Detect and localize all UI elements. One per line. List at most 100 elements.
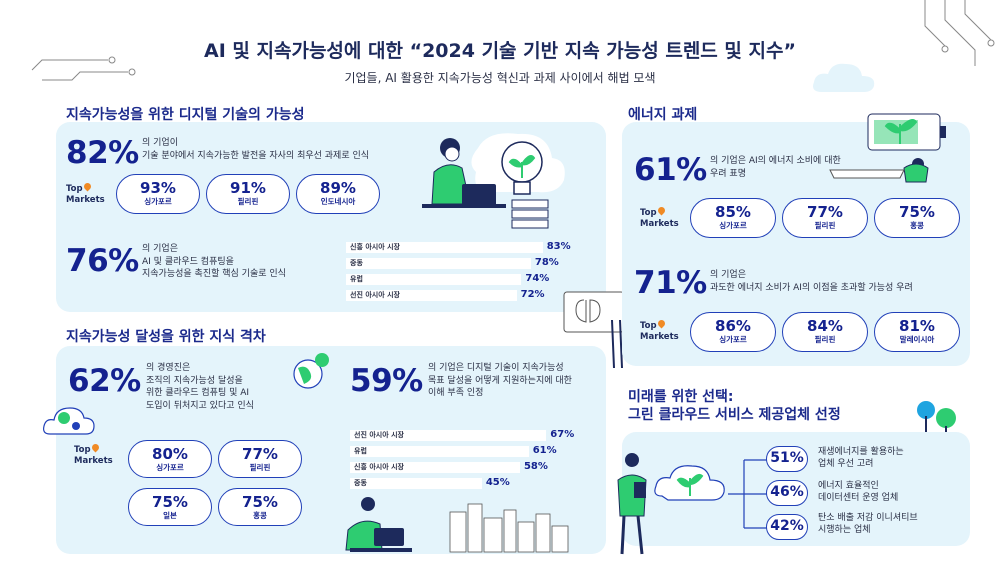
bar-label: 유럽 — [350, 446, 529, 457]
globe-icon — [293, 353, 329, 389]
location-pin-icon — [658, 207, 665, 216]
gap-stat2-line2: 목표 달성을 어떻게 지원하는지에 대한 — [428, 375, 572, 386]
future-item-line1: 재생에너지를 활용하는 — [818, 447, 904, 457]
bar-label: 신흥 아시아 시장 — [346, 242, 543, 253]
market-value: 75% — [152, 493, 188, 511]
bar-value: 83% — [546, 241, 571, 252]
market-name: 일본 — [163, 511, 177, 520]
market-pill: 85% 싱가포르 — [690, 198, 776, 238]
gap-stat1-line2: 조직의 지속가능성 달성을 — [146, 375, 243, 386]
brain-chip-icon — [563, 291, 625, 369]
bar-value: 78% — [534, 257, 559, 268]
energy-stat1-line2: 우려 표명 — [710, 168, 746, 179]
gap-stat2-value: 59% — [350, 363, 423, 399]
city-person-illustration — [345, 497, 569, 553]
gap-section-title: 지속가능성 달성을 위한 지식 격차 — [66, 329, 266, 345]
gap-bar-chart: 선진 아시아 시장 67% 유럽 61% 신흥 아시아 시장 58% 중동 45% — [350, 429, 575, 492]
bar-value: 67% — [550, 429, 575, 440]
circuit-decoration-left — [31, 56, 136, 81]
energy-stat2-value: 71% — [634, 265, 707, 301]
market-value: 91% — [230, 179, 266, 197]
market-value: 93% — [140, 179, 176, 197]
bar-value: 61% — [532, 445, 557, 456]
top-label: Top — [74, 445, 91, 455]
gap-stat1-line3: 위한 클라우드 컴퓨팅 및 AI — [146, 388, 250, 398]
bar-label: 선진 아시아 시장 — [350, 430, 547, 441]
future-item-line2: 업체 우선 고려 — [818, 458, 874, 469]
digital-section-title: 지속가능성을 위한 디지털 기술의 가능성 — [66, 107, 305, 123]
market-name: 싱가포르 — [719, 335, 747, 344]
market-pill: 89% 인도네시아 — [296, 174, 380, 214]
market-value: 75% — [242, 493, 278, 511]
market-name: 인도네시아 — [320, 197, 356, 206]
digital-stat2-line3: 지속가능성을 촉진할 핵심 기술로 인식 — [142, 269, 286, 279]
cloud-gear-icon — [43, 407, 95, 435]
future-item-line1: 탄소 배출 저감 이니셔티브 — [818, 513, 918, 523]
bar-label: 중동 — [350, 478, 482, 489]
bar-label: 신흥 아시아 시장 — [350, 462, 520, 473]
future-item-value: 46% — [766, 480, 808, 506]
battery-plant-illustration — [829, 113, 946, 183]
top-label: Top — [66, 184, 83, 194]
market-value: 85% — [715, 203, 751, 221]
market-name: 필리핀 — [814, 221, 836, 230]
market-pill: 77% 필리핀 — [218, 440, 302, 478]
future-item-desc: 재생에너지를 활용하는 업체 우선 고려 — [818, 447, 968, 470]
energy-stat1-desc: 의 기업은 AI의 에너지 소비에 대한 우려 표명 — [710, 155, 870, 180]
location-pin-icon — [84, 183, 91, 192]
top-markets-label: Top Markets — [66, 183, 105, 206]
market-name: 필리핀 — [814, 335, 836, 344]
location-pin-icon — [658, 320, 665, 329]
digital-stat2-desc: 의 기업은 AI 및 클라우드 컴퓨팅을 지속가능성을 촉진할 핵심 기술로 인… — [142, 243, 342, 281]
bar-value: 58% — [523, 461, 548, 472]
digital-stat1-line2: 기술 분야에서 지속가능한 발전을 자사의 최우선 과제로 인식 — [142, 150, 370, 161]
digital-stat2-line2: AI 및 클라우드 컴퓨팅을 — [142, 256, 234, 267]
energy-stat2-desc: 의 기업은 과도한 에너지 소비가 AI의 이점을 초과할 가능성 우려 — [710, 269, 968, 294]
circuit-decoration-right — [924, 0, 995, 66]
digital-stat2-line1: 의 기업은 — [142, 244, 178, 254]
market-name: 싱가포르 — [144, 197, 172, 206]
market-pill: 91% 필리핀 — [206, 174, 290, 214]
markets-label: Markets — [66, 195, 105, 205]
gap-stat1-desc: 의 경영진은 조직의 지속가능성 달성을 위한 클라우드 컴퓨팅 및 AI 도입… — [146, 362, 296, 412]
future-item-value: 42% — [766, 514, 808, 540]
market-value: 81% — [899, 317, 935, 335]
market-pill: 86% 싱가포르 — [690, 312, 776, 352]
bar-label: 유럽 — [346, 274, 522, 285]
market-pill: 80% 싱가포르 — [128, 440, 212, 478]
page-subtitle: 기업들, AI 활용한 지속가능성 혁신과 과제 사이에서 해법 모색 — [344, 71, 656, 85]
market-name: 싱가포르 — [156, 463, 184, 472]
market-value: 86% — [715, 317, 751, 335]
future-title-line1: 미래를 위한 선택: — [628, 389, 734, 405]
gap-stat2-line3: 이해 부족 인정 — [428, 388, 484, 398]
digital-stat2-value: 76% — [66, 243, 139, 279]
top-label: Top — [640, 208, 657, 218]
gap-stat1-line1: 의 경영진은 — [146, 363, 191, 373]
page-title: AI 및 지속가능성에 대한 “2024 기술 기반 지속 가능성 트렌드 및 … — [204, 40, 796, 62]
top-markets-label: Top Markets — [640, 207, 679, 230]
market-value: 77% — [242, 445, 278, 463]
digital-bar-chart: 신흥 아시아 시장 83% 중동 78% 유럽 74% 선진 아시아 시장 72% — [346, 241, 571, 304]
market-value: 84% — [807, 317, 843, 335]
markets-label: Markets — [640, 219, 679, 229]
bar-label: 중동 — [346, 258, 531, 269]
gap-stat2-line1: 의 기업은 디지털 기술이 지속가능성 — [428, 363, 564, 373]
markets-label: Markets — [640, 332, 679, 342]
laptop-person-illustration — [422, 133, 565, 229]
bar-value: 45% — [485, 477, 510, 488]
future-section-title: 미래를 위한 선택: 그린 클라우드 서비스 제공업체 선정 — [628, 388, 841, 424]
market-name: 홍콩 — [253, 511, 267, 520]
market-pill: 84% 필리핀 — [782, 312, 868, 352]
location-pin-icon — [92, 444, 99, 453]
market-name: 홍콩 — [910, 221, 924, 230]
market-pill: 75% 일본 — [128, 488, 212, 526]
market-name: 필리핀 — [249, 463, 271, 472]
bar-value: 74% — [525, 273, 550, 284]
digital-stat1-desc: 의 기업이 기술 분야에서 지속가능한 발전을 자사의 최우선 과제로 인식 — [142, 137, 442, 162]
future-item-line2: 데이터센터 운영 업체 — [818, 492, 899, 503]
energy-stat2-line1: 의 기업은 — [710, 270, 746, 280]
digital-stat1-value: 82% — [66, 135, 139, 171]
future-item-desc: 탄소 배출 저감 이니셔티브 시행하는 업체 — [818, 513, 968, 536]
market-value: 77% — [807, 203, 843, 221]
person-cloud-illustration — [617, 453, 725, 555]
